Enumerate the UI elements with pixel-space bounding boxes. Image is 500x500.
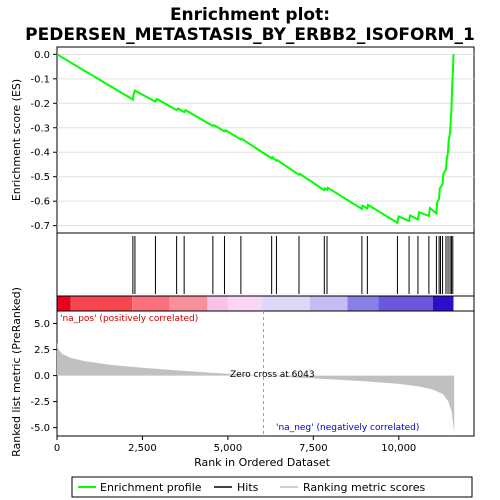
x-tick-label: 7,500 bbox=[299, 443, 328, 454]
metric-y-ticks: 5.0 2.5 0.0 -2.5 -5.0 bbox=[30, 319, 57, 434]
es-panel-frame bbox=[57, 47, 474, 233]
x-tick-label: 10,000 bbox=[381, 443, 416, 454]
colorbar-segment bbox=[207, 296, 228, 311]
metric-tick-label: 0.0 bbox=[34, 371, 50, 382]
colorbar-segment bbox=[310, 296, 348, 311]
x-tick-label: 0 bbox=[54, 443, 60, 454]
x-tick-label: 2,500 bbox=[128, 443, 157, 454]
chart-title-line2: PEDERSEN_METASTASIS_BY_ERBB2_ISOFORM_1 bbox=[25, 25, 475, 45]
es-tick-label: -0.4 bbox=[30, 148, 50, 159]
es-tick-label: -0.6 bbox=[30, 197, 50, 208]
metric-tick-label: 2.5 bbox=[34, 345, 50, 356]
colorbar-segment bbox=[57, 296, 71, 311]
legend-hits-label: Hits bbox=[237, 481, 259, 494]
metric-tick-label: -5.0 bbox=[30, 423, 50, 434]
metric-tick-label: -2.5 bbox=[30, 397, 50, 408]
metric-tick-label: 5.0 bbox=[34, 319, 50, 330]
colorbar-segment bbox=[433, 296, 454, 311]
hits-panel bbox=[57, 233, 474, 296]
colorbar-segment bbox=[262, 296, 310, 311]
es-tick-label: 0.0 bbox=[34, 50, 50, 61]
es-y-axis-label: Enrichment score (ES) bbox=[10, 79, 23, 201]
es-tick-label: -0.5 bbox=[30, 172, 50, 183]
metric-panel: 5.0 2.5 0.0 -2.5 -5.0 'na_pos' (positively c… bbox=[10, 287, 474, 457]
x-tick-label: 5,000 bbox=[214, 443, 243, 454]
x-axis-label: Rank in Ordered Dataset bbox=[194, 456, 331, 469]
metric-y-axis-label: Ranked list metric (PreRanked) bbox=[10, 287, 23, 457]
es-tick-label: -0.7 bbox=[30, 221, 50, 232]
es-tick-label: -0.1 bbox=[30, 74, 50, 85]
colorbar-panel bbox=[57, 296, 474, 311]
colorbar-segment bbox=[71, 296, 133, 311]
es-tick-label: -0.2 bbox=[30, 99, 50, 110]
x-axis-ticks: 0 2,500 5,000 7,500 10,000 bbox=[54, 436, 416, 454]
es-panel: 0.0 -0.1 -0.2 -0.3 -0.4 -0.5 -0.6 -0.7 Enrichme… bbox=[10, 47, 474, 233]
colorbar-segment bbox=[348, 296, 379, 311]
es-tick-label: -0.3 bbox=[30, 123, 50, 134]
colorbar-segment bbox=[228, 296, 262, 311]
chart-title-line1: Enrichment plot: bbox=[170, 5, 330, 25]
hits-panel-frame bbox=[57, 233, 474, 296]
zero-cross-label: Zero cross at 6043 bbox=[230, 370, 315, 380]
colorbar-segment bbox=[170, 296, 208, 311]
legend-enrichment-label: Enrichment profile bbox=[100, 481, 202, 494]
negative-correlation-label: 'na_neg' (negatively correlated) bbox=[276, 423, 419, 433]
colorbar-segment bbox=[132, 296, 170, 311]
legend-metric-label: Ranking metric scores bbox=[303, 481, 425, 494]
es-y-ticks: 0.0 -0.1 -0.2 -0.3 -0.4 -0.5 -0.6 -0.7 bbox=[30, 50, 57, 232]
colorbar-segment bbox=[378, 296, 433, 311]
legend: Enrichment profile Hits Ranking metric s… bbox=[72, 477, 472, 497]
positive-correlation-label: 'na_pos' (positively correlated) bbox=[60, 314, 198, 324]
